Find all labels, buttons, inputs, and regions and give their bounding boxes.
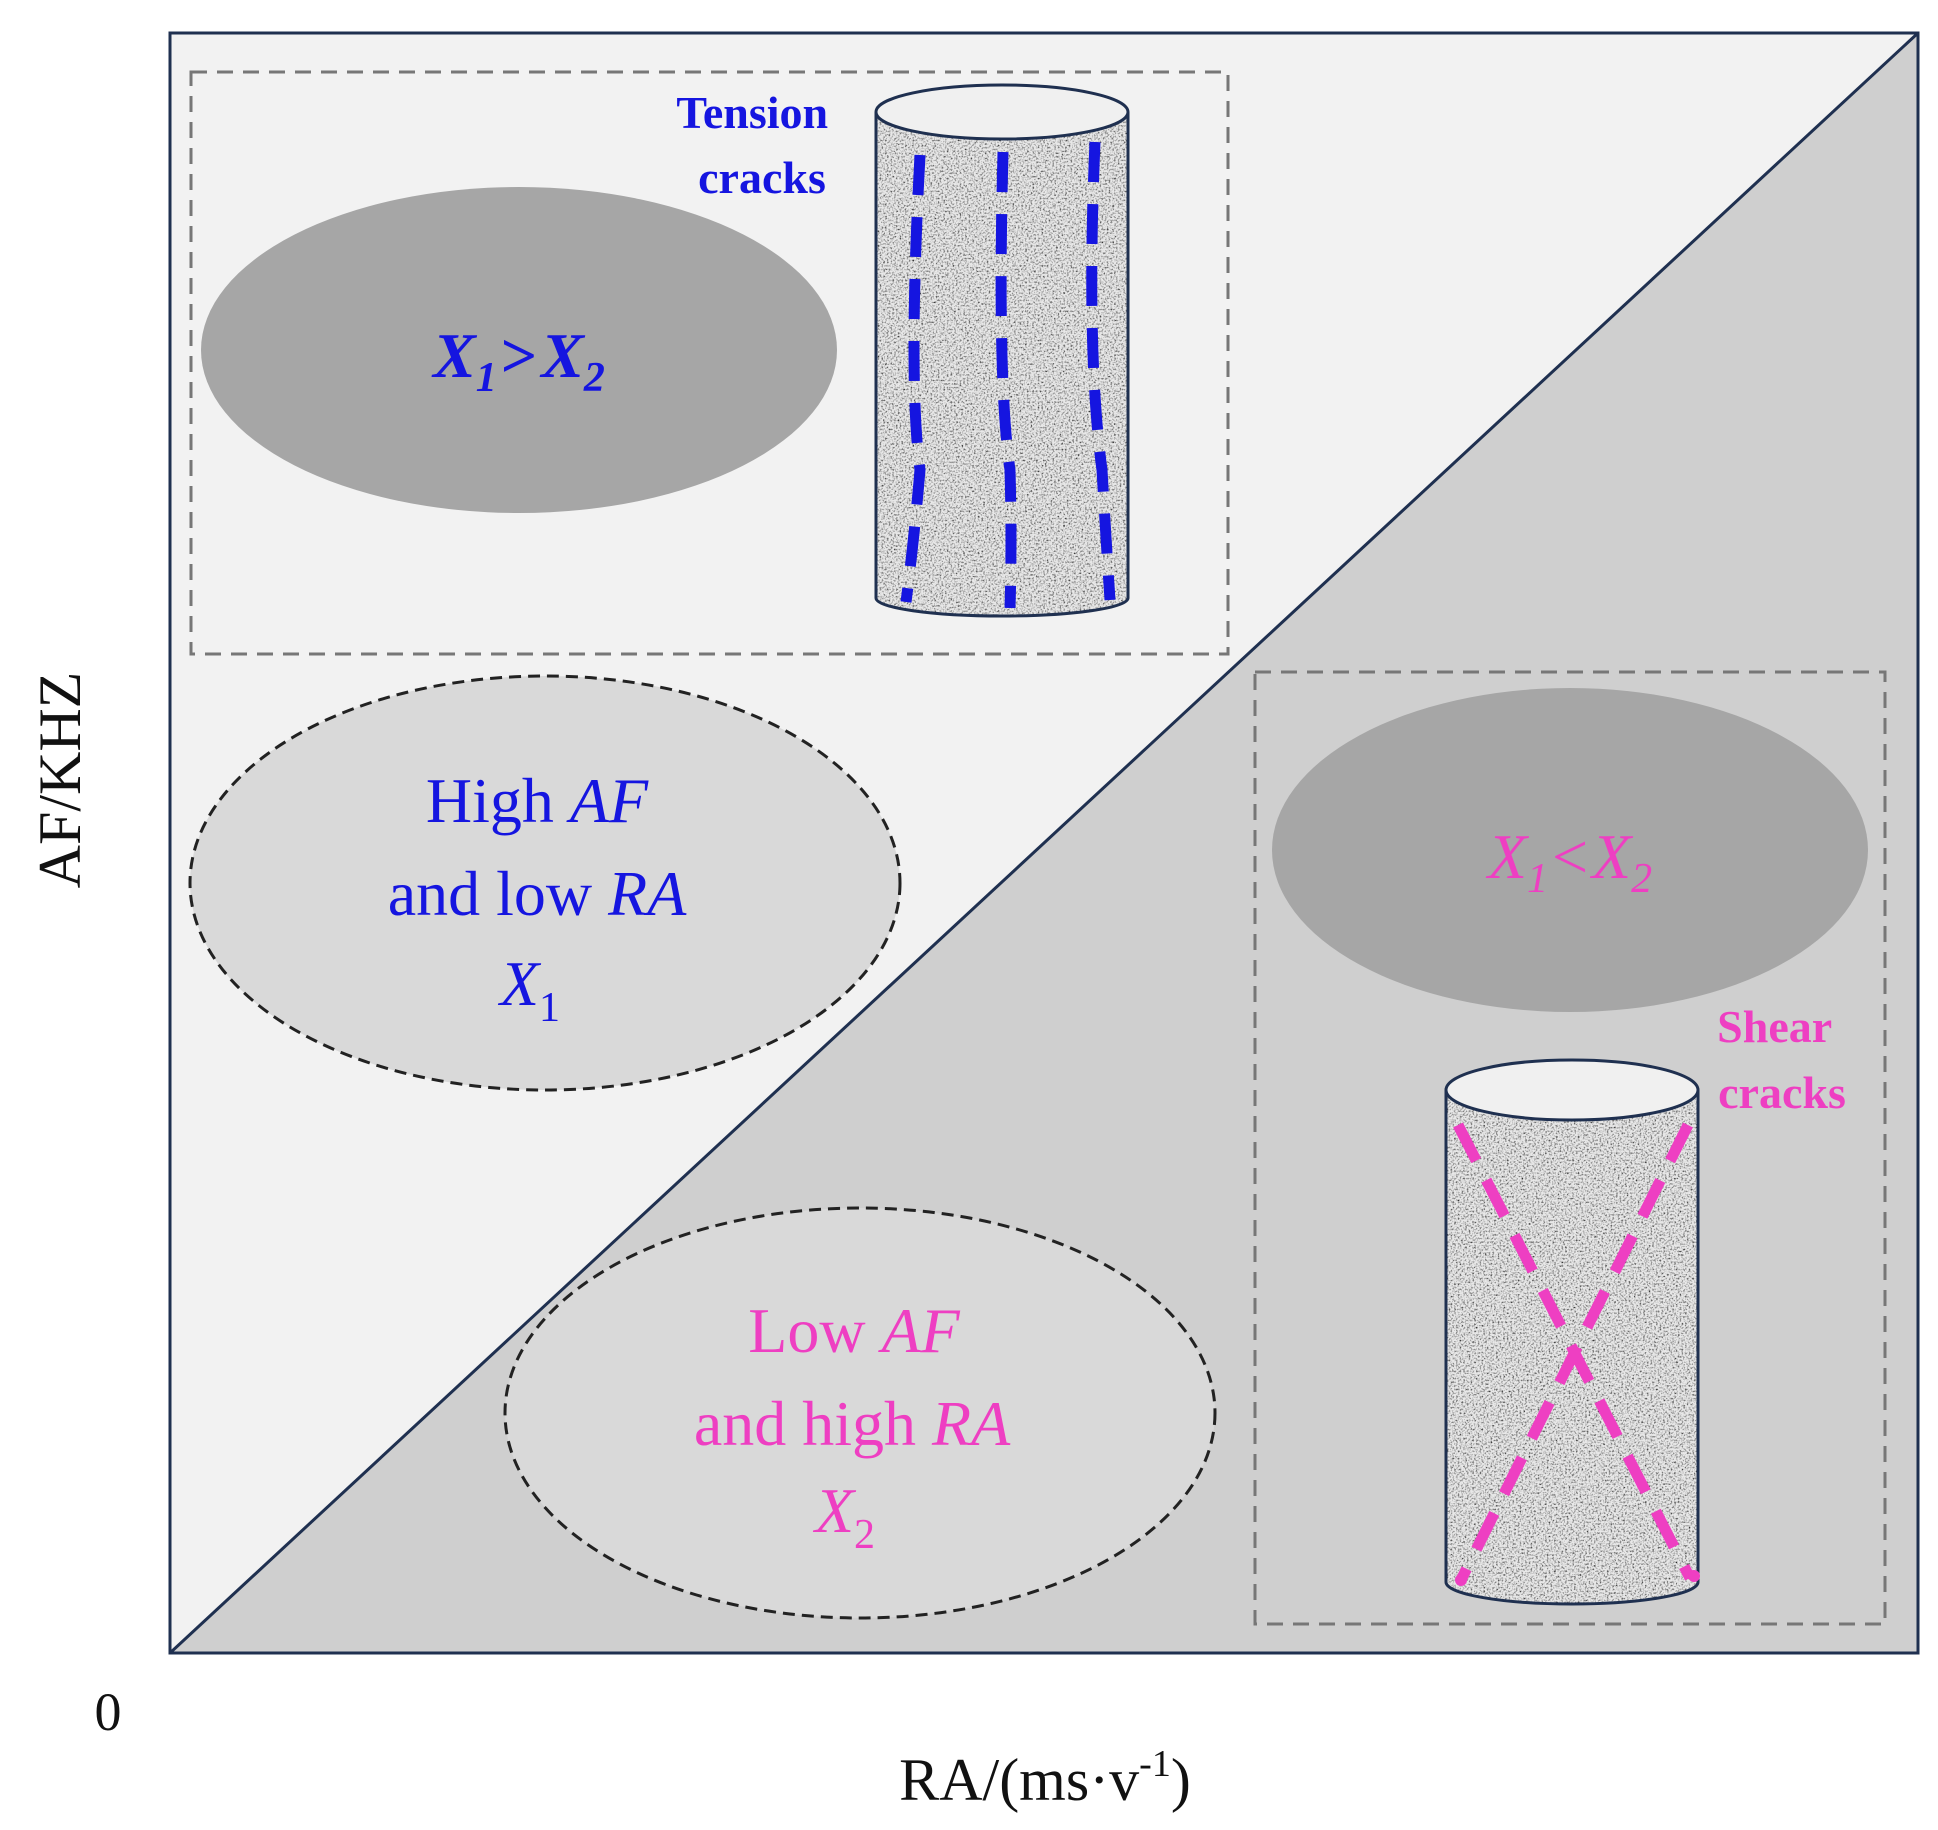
x-axis-label-close: ) bbox=[1171, 1747, 1191, 1813]
tension-ratio-b-sub: 2 bbox=[583, 355, 605, 401]
plot-frame bbox=[168, 31, 1920, 1655]
tension-ratio-a: X bbox=[431, 320, 477, 391]
x-axis-label-sup: -1 bbox=[1139, 1743, 1171, 1785]
shear-desc-var-sub: 2 bbox=[854, 1512, 875, 1558]
shear-ratio-a: X bbox=[1485, 821, 1530, 892]
tension-ratio-b: X bbox=[539, 320, 585, 391]
shear-cracks-label-line2: cracks bbox=[1718, 1067, 1846, 1118]
tension-ratio-op: > bbox=[501, 320, 537, 391]
tension-desc-line1-a: High bbox=[426, 765, 570, 836]
x-axis-label-main: RA/(ms·v bbox=[899, 1747, 1139, 1813]
y-axis-label: AF/KHZ bbox=[27, 672, 93, 889]
shear-ratio-b-sub: 2 bbox=[1631, 856, 1652, 902]
shear-crack-end-left bbox=[1455, 1574, 1467, 1586]
tension-desc-line2-b: RA bbox=[607, 858, 687, 929]
tension-ratio-a-sub: 1 bbox=[476, 355, 497, 401]
diagonal-divider bbox=[168, 31, 1920, 1655]
shear-ratio-b: X bbox=[1589, 821, 1634, 892]
shear-ratio-a-sub: 1 bbox=[1527, 856, 1548, 902]
tension-ratio-text: X1>X2 bbox=[431, 320, 605, 401]
shear-group-box bbox=[1253, 670, 1887, 1626]
shear-desc-line2-a: and high bbox=[694, 1388, 932, 1459]
tension-desc-var-sub: 1 bbox=[539, 985, 560, 1031]
tension-desc-line1: High AF bbox=[426, 765, 649, 836]
tension-description-text: High AF and low RA X1 bbox=[388, 765, 703, 1031]
shear-cracks-label-line1: Shear bbox=[1717, 1001, 1832, 1052]
origin-label: 0 bbox=[95, 1682, 122, 1742]
tension-desc-var: X bbox=[497, 948, 542, 1019]
x-axis-label: RA/(ms·v-1) bbox=[899, 1743, 1191, 1813]
shear-ratio-text: X1<X2 bbox=[1485, 821, 1652, 902]
tension-crack-lines bbox=[900, 141, 1116, 609]
shear-desc-var: X bbox=[812, 1475, 857, 1546]
tension-desc-line1-b: AF bbox=[566, 765, 649, 836]
shear-cracks-label: Shear cracks bbox=[1717, 1001, 1846, 1118]
shear-desc-line1: Low AF bbox=[748, 1295, 960, 1366]
shear-desc-line2: and high RA bbox=[694, 1388, 1011, 1459]
shear-desc-line2-b: RA bbox=[931, 1388, 1011, 1459]
shear-description-ellipse bbox=[503, 1206, 1217, 1620]
shear-ratio-ellipse bbox=[1272, 688, 1868, 1012]
tension-desc-line2-a: and low bbox=[388, 858, 608, 929]
tension-description-ellipse bbox=[188, 674, 902, 1092]
shear-desc-line1-a: Low bbox=[748, 1295, 881, 1366]
tension-cracks-label-line2: cracks bbox=[698, 152, 826, 203]
tension-ratio-ellipse bbox=[201, 187, 837, 513]
shear-crack-lines bbox=[1453, 1122, 1695, 1581]
tension-desc-line2: and low RA bbox=[388, 858, 688, 929]
shear-crack-end-right bbox=[1688, 1570, 1700, 1582]
tension-cracks-label-line1: Tension bbox=[676, 87, 828, 138]
shear-description-text: Low AF and high RA X2 bbox=[694, 1295, 1026, 1558]
tension-group-box bbox=[189, 70, 1230, 656]
tension-cracks-label: Tension cracks bbox=[676, 87, 839, 203]
shear-ratio-op: < bbox=[1552, 821, 1588, 892]
shear-desc-line1-b: AF bbox=[878, 1295, 961, 1366]
